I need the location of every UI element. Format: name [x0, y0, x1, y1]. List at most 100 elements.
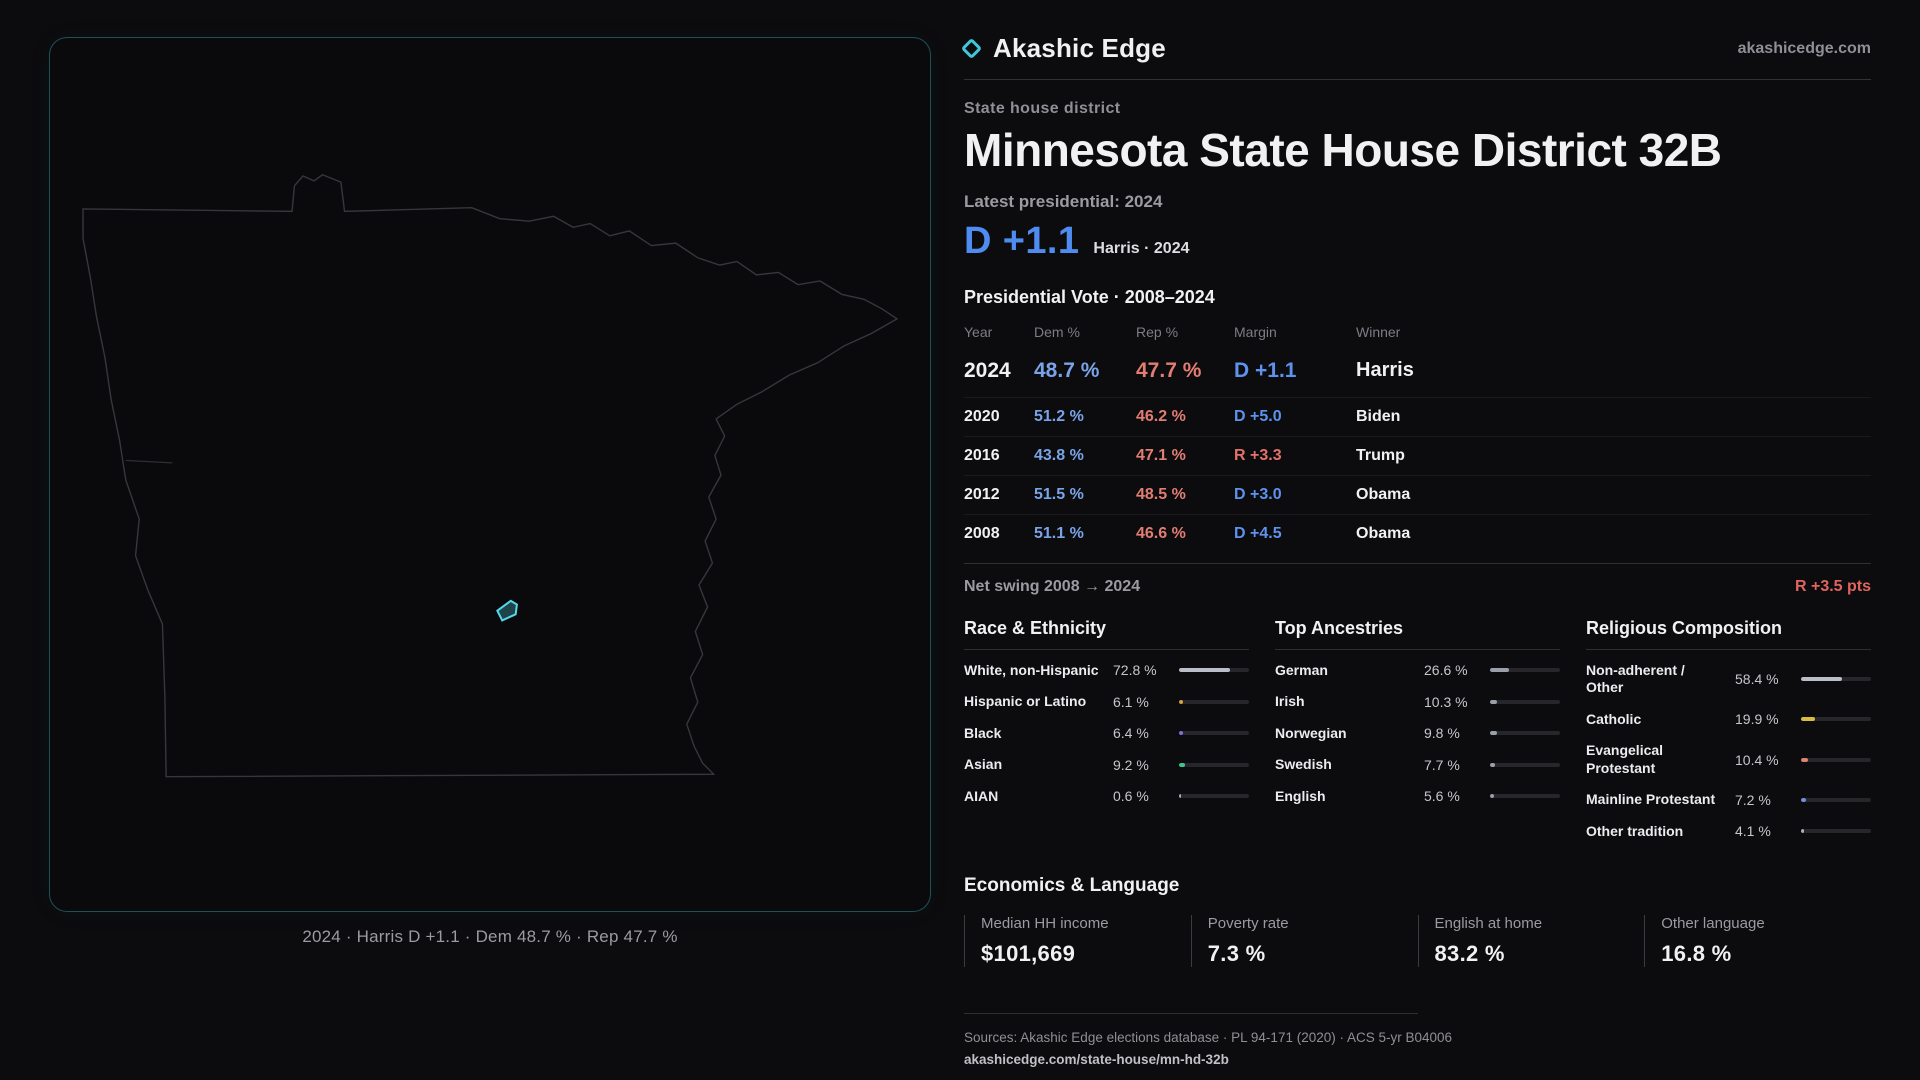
religion-section: Religious Composition Non-adherent / Oth… [1586, 618, 1871, 848]
stat-value: $101,669 [981, 941, 1076, 967]
demo-value: 58.4 % [1735, 671, 1779, 688]
divider [964, 1013, 1418, 1015]
race-title: Race & Ethnicity [964, 618, 1249, 650]
cell-year: 2020 [964, 407, 1000, 425]
demographics-grid: Race & Ethnicity White, non-Hispanic 72.… [964, 618, 1871, 848]
demo-row: Norwegian 9.8 % [1275, 718, 1560, 750]
demo-label: Asian [964, 756, 1003, 773]
demo-value: 26.6 % [1424, 662, 1468, 679]
vote-table-title: Presidential Vote · 2008–2024 [964, 286, 1215, 307]
demo-value: 10.4 % [1735, 751, 1779, 768]
demo-value: 6.1 % [1113, 693, 1149, 710]
cell-dem-pct: 51.1 % [1034, 524, 1084, 542]
stat-cell: Poverty rate 7.3 % [1190, 915, 1418, 968]
demo-label: Evangelical Protestant [1586, 742, 1664, 776]
cell-margin: R +3.3 [1234, 446, 1282, 464]
col-winner: Winner [1356, 323, 1401, 340]
demo-row: Non-adherent / Other 58.4 % [1586, 655, 1871, 704]
cell-dem-pct: 51.5 % [1034, 485, 1084, 503]
demo-label: AIAN [964, 787, 999, 804]
info-panel: Akashic Edge akashicedge.com State house… [960, 33, 1871, 1068]
site-link[interactable]: akashicedge.com [1737, 39, 1871, 57]
demo-bar [1490, 762, 1560, 767]
demo-row: Swedish 7.7 % [1275, 749, 1560, 781]
demo-row: White, non-Hispanic 72.8 % [964, 655, 1249, 687]
table-header-row: Year Dem % Rep % Margin Winner [964, 316, 1871, 347]
ancestries-title: Top Ancestries [1275, 618, 1560, 650]
demo-value: 6.4 % [1113, 725, 1149, 742]
demo-row: AIAN 0.6 % [964, 781, 1249, 813]
cell-margin: D +4.5 [1234, 524, 1282, 542]
table-body: 2024 48.7 % 47.7 % D +1.1 Harris 2020 51… [964, 347, 1871, 553]
brand-name: Akashic Edge [993, 33, 1166, 63]
diamond-logo-icon [960, 37, 983, 60]
demo-row: Hispanic or Latino 6.1 % [964, 686, 1249, 718]
col-year: Year [964, 323, 993, 340]
cell-dem-pct: 43.8 % [1034, 446, 1084, 464]
cell-rep-pct: 46.6 % [1136, 524, 1186, 542]
col-rep: Rep % [1136, 323, 1179, 340]
demo-bar [1490, 731, 1560, 736]
demo-bar [1179, 731, 1249, 736]
brand-lockup: Akashic Edge [960, 33, 1166, 64]
demo-bar [1801, 829, 1871, 834]
minnesota-outline [83, 175, 897, 777]
demo-bar [1179, 699, 1249, 704]
demo-label: Norwegian [1275, 724, 1347, 741]
table-row: 2012 51.5 % 48.5 % D +3.0 Obama [964, 474, 1871, 514]
demo-value: 5.6 % [1424, 788, 1460, 805]
cell-year: 2016 [964, 446, 1000, 464]
col-dem: Dem % [1034, 323, 1080, 340]
demo-value: 7.2 % [1735, 791, 1771, 808]
stat-label: Other language [1661, 915, 1765, 933]
net-swing-label: Net swing 2008 → 2024 [964, 577, 1141, 595]
divider [964, 562, 1871, 564]
religion-list: Non-adherent / Other 58.4 % Catholic 19.… [1586, 655, 1871, 848]
cell-rep-pct: 46.2 % [1136, 407, 1186, 425]
demo-row: Mainline Protestant 7.2 % [1586, 784, 1871, 816]
stat-value: 7.3 % [1207, 941, 1266, 967]
demo-label: Other tradition [1586, 822, 1684, 839]
cell-winner: Obama [1356, 485, 1411, 503]
presidential-vote-table: Year Dem % Rep % Margin Winner 2024 48.7… [964, 316, 1871, 553]
table-row: 2008 51.1 % 46.6 % D +4.5 Obama [964, 513, 1871, 553]
permalink[interactable]: akashicedge.com/state-house/mn-hd-32b [964, 1052, 1229, 1068]
demo-value: 9.2 % [1113, 756, 1149, 773]
demo-bar [1801, 717, 1871, 722]
economics-stats: Median HH income $101,669 Poverty rate 7… [964, 915, 1871, 968]
demo-label: White, non-Hispanic [964, 661, 1099, 678]
stat-value: 83.2 % [1434, 941, 1505, 967]
col-margin: Margin [1234, 323, 1277, 340]
cell-winner: Harris [1356, 359, 1414, 382]
ancestries-section: Top Ancestries German 26.6 % Irish 10.3 … [1275, 618, 1560, 848]
demo-value: 10.3 % [1424, 693, 1468, 710]
demo-row: Evangelical Protestant 10.4 % [1586, 735, 1871, 784]
kicker-label: State house district [964, 100, 1121, 117]
demo-bar [1179, 762, 1249, 767]
demo-label: German [1275, 661, 1328, 678]
religion-title: Religious Composition [1586, 618, 1871, 650]
cell-winner: Obama [1356, 524, 1411, 542]
demo-value: 4.1 % [1735, 823, 1771, 840]
demo-row: Catholic 19.9 % [1586, 704, 1871, 736]
demo-label: Catholic [1586, 710, 1642, 727]
demo-value: 19.9 % [1735, 711, 1779, 728]
demo-bar [1490, 794, 1560, 799]
district-32b-shape[interactable] [497, 601, 517, 621]
race-ethnicity-section: Race & Ethnicity White, non-Hispanic 72.… [964, 618, 1249, 848]
header-bar: Akashic Edge akashicedge.com [960, 33, 1871, 80]
demo-label: Non-adherent / Other [1586, 661, 1685, 696]
stat-cell: Other language 16.8 % [1644, 915, 1871, 968]
demo-row: Asian 9.2 % [964, 749, 1249, 781]
demo-bar [1490, 699, 1560, 704]
demo-label: Irish [1275, 693, 1305, 710]
margin-value: D +1.1 [964, 219, 1080, 262]
map-panel [49, 37, 931, 912]
demo-bar [1179, 668, 1249, 673]
demo-label: Swedish [1275, 756, 1332, 773]
cell-winner: Biden [1356, 407, 1401, 425]
demo-row: German 26.6 % [1275, 655, 1560, 687]
table-row: 2016 43.8 % 47.1 % R +3.3 Trump [964, 435, 1871, 475]
border-detail-line [126, 460, 172, 462]
table-row: 2024 48.7 % 47.7 % D +1.1 Harris [964, 347, 1871, 397]
